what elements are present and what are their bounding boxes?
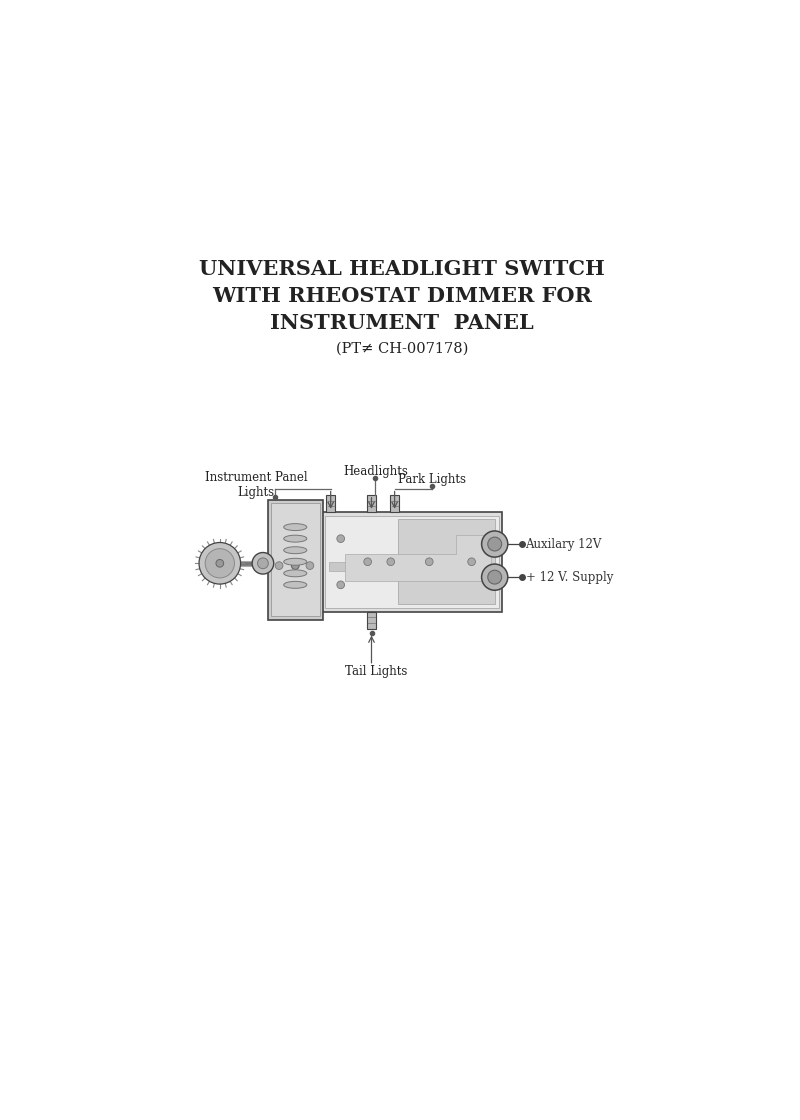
Text: INSTRUMENT  PANEL: INSTRUMENT PANEL [270,314,534,333]
Text: Park Lights: Park Lights [398,473,466,486]
Ellipse shape [284,524,307,531]
Circle shape [337,534,345,542]
Bar [322,512,502,612]
Circle shape [482,564,508,590]
Circle shape [199,542,241,585]
Bar [367,612,376,628]
Circle shape [258,558,268,569]
Circle shape [387,558,394,566]
Bar [326,495,335,512]
Bar [267,501,323,619]
Text: (PT≠ CH-007178): (PT≠ CH-007178) [336,342,469,355]
Circle shape [488,570,502,585]
Text: + 12 V. Supply: + 12 V. Supply [526,571,613,584]
Circle shape [205,549,234,578]
Polygon shape [345,534,491,581]
Text: Tail Lights: Tail Lights [345,665,407,679]
Ellipse shape [284,535,307,542]
Circle shape [488,538,502,551]
Text: UNIVERSAL HEADLIGHT SWITCH: UNIVERSAL HEADLIGHT SWITCH [199,259,606,279]
Text: Headlights: Headlights [343,465,408,478]
Circle shape [337,581,345,589]
Circle shape [252,552,274,575]
Circle shape [468,558,475,566]
Ellipse shape [284,570,307,577]
Bar [367,495,376,512]
Circle shape [364,558,371,566]
Bar [329,562,414,571]
Circle shape [306,562,314,569]
Text: Auxilary 12V: Auxilary 12V [526,538,602,551]
Circle shape [216,559,224,567]
Text: Instrument Panel
Lights: Instrument Panel Lights [205,470,307,498]
Ellipse shape [284,558,307,566]
Bar [326,515,498,608]
Text: WITH RHEOSTAT DIMMER FOR: WITH RHEOSTAT DIMMER FOR [212,286,592,306]
Ellipse shape [284,547,307,553]
Bar [270,503,320,616]
Circle shape [291,562,299,569]
Circle shape [275,562,283,569]
Bar [390,495,399,512]
Bar [398,520,494,604]
Circle shape [426,558,433,566]
Ellipse shape [284,581,307,588]
Circle shape [482,531,508,557]
